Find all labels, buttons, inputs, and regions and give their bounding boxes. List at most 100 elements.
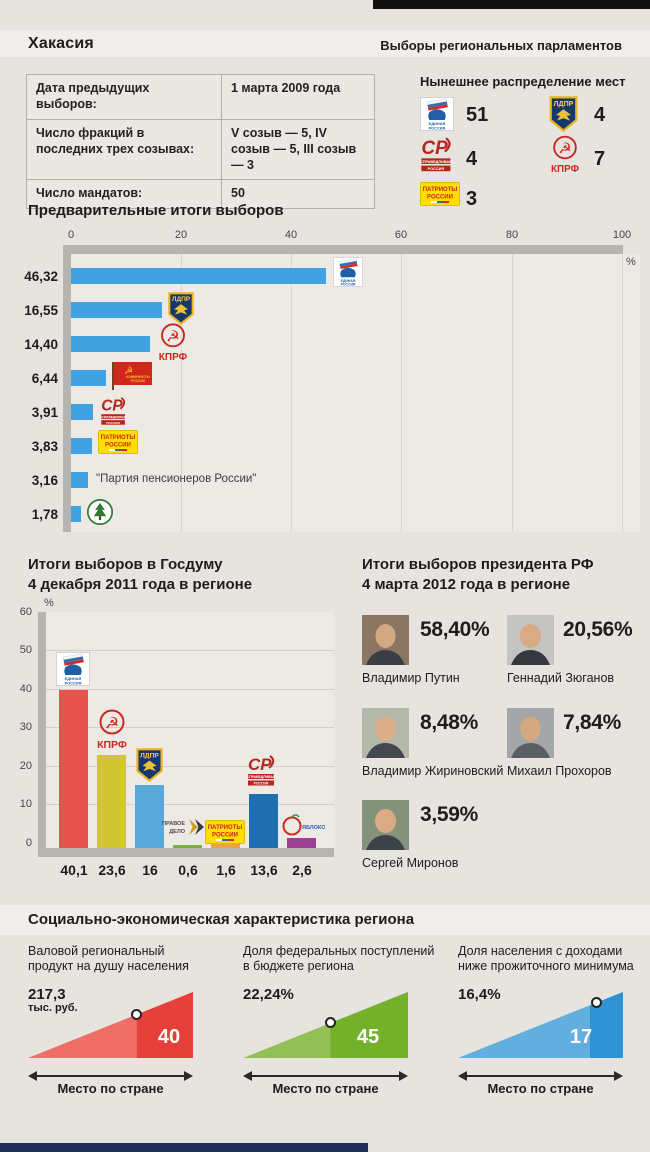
svg-text:ЕДИНАЯ: ЕДИНАЯ <box>429 121 446 126</box>
y-tick: 0 <box>25 837 32 849</box>
svg-text:СР: СР <box>248 755 272 774</box>
rank-axis-label: Место по стране <box>57 1081 164 1096</box>
svg-text:ДЕЛО: ДЕЛО <box>169 829 185 835</box>
candidate-pct: 8,48% <box>420 711 479 734</box>
arrow-left-icon <box>243 1071 252 1081</box>
caption-line: Доля федеральных поступлений <box>243 944 435 958</box>
seat-count-ldpr: 4 <box>594 104 606 126</box>
column-pravoe-delo <box>173 845 202 848</box>
caption-line: ниже прожиточного минимума <box>458 959 634 973</box>
column-value: 1,6 <box>216 862 236 878</box>
column-value: 13,6 <box>250 862 278 878</box>
chevron-icon <box>189 819 198 835</box>
bottom-rule <box>0 1143 368 1152</box>
ldpr-logo-icon: ЛДПР <box>168 292 194 325</box>
rank-triangle-grp: 40 <box>28 992 193 1058</box>
table-row: Число фракций в последних трех созывах: … <box>26 118 375 181</box>
x-tick: 40 <box>284 229 298 241</box>
patriots-logo-icon: ПАТРИОТЫ РОССИИ <box>205 820 245 844</box>
gridline <box>46 650 334 651</box>
candidate-name: Михаил Прохоров <box>507 764 612 778</box>
arrow-right-icon <box>184 1071 193 1081</box>
rank-number: 40 <box>157 1026 181 1048</box>
axis-line <box>464 1075 617 1077</box>
column-value: 23,6 <box>98 862 126 878</box>
indicator-caption: Доля населения с доходами ниже прожиточн… <box>458 944 650 974</box>
top-rule <box>373 0 650 9</box>
sr-logo-icon: СР СПРАВЕДЛИВАЯ РОССИЯ <box>420 137 452 172</box>
yabloko-logo-icon: ЯБЛОКО <box>282 814 325 836</box>
ldpr-logo-icon: ЛДПР <box>136 748 163 782</box>
bear-icon <box>428 109 446 120</box>
prelim-unit: % <box>626 256 636 268</box>
gridline <box>46 727 334 728</box>
duma-x-axis <box>38 848 334 857</box>
gridline <box>46 804 334 805</box>
pensioners-party-label: "Партия пенсионеров России" <box>96 473 257 485</box>
kprf-logo-icon: ☭ КПРФ <box>97 709 127 751</box>
bar-er <box>71 268 326 284</box>
axis-line <box>34 1075 187 1077</box>
svg-text:РОССИЯ: РОССИЯ <box>341 283 356 287</box>
sr-logo-icon: СР СПРАВЕДЛИВАЯ РОССИЯ <box>100 397 127 425</box>
column-patriots <box>211 842 240 848</box>
svg-text:РОССИЯ: РОССИЯ <box>106 421 120 425</box>
svg-text:РОССИИ: РОССИИ <box>105 443 131 449</box>
column-ldpr <box>135 785 164 848</box>
arrow-right-icon <box>614 1071 623 1081</box>
row-value: 50 <box>221 179 375 209</box>
page-title: Хакасия <box>28 35 94 52</box>
svg-text:РОССИЯ: РОССИЯ <box>429 125 446 130</box>
svg-text:ЛДПР: ЛДПР <box>140 752 159 759</box>
svg-text:☭: ☭ <box>124 366 133 377</box>
header-band <box>0 30 650 57</box>
bar-value: 14,40 <box>24 337 58 352</box>
svg-text:РОССИЯ: РОССИЯ <box>65 680 82 685</box>
svg-text:СПРАВЕДЛИВАЯ: СПРАВЕДЛИВАЯ <box>420 160 452 164</box>
bar-value: 6,44 <box>31 371 58 386</box>
gridline <box>291 254 292 532</box>
candidate-pct: 20,56% <box>563 618 633 641</box>
svg-text:РОССИИ: РОССИИ <box>131 379 145 383</box>
y-tick: 20 <box>19 760 32 772</box>
seat-count-kprf: 7 <box>594 148 606 170</box>
svg-text:КПРФ: КПРФ <box>159 352 188 363</box>
svg-text:☭: ☭ <box>558 141 572 158</box>
rank-marker-icon <box>131 1009 142 1020</box>
candidate-photo-mironov <box>362 800 409 850</box>
candidate-name: Геннадий Зюганов <box>507 671 615 685</box>
axis-line <box>249 1075 402 1077</box>
bar-value: 46,32 <box>24 269 58 284</box>
bar-value: 3,83 <box>31 439 58 454</box>
row-label: Число мандатов: <box>26 179 222 209</box>
rank-marker-icon <box>591 997 602 1008</box>
table-row: Дата предыдущих выборов: 1 марта 2009 го… <box>26 74 375 120</box>
svg-text:☭: ☭ <box>166 329 180 346</box>
candidate-photo-prokhorov <box>507 708 554 758</box>
bar-value: 3,91 <box>31 405 58 420</box>
seat-count-er: 51 <box>466 104 489 126</box>
column-value: 40,1 <box>60 862 88 878</box>
x-tick: 20 <box>174 229 188 241</box>
kprf-logo-icon: ☭ КПРФ <box>551 135 580 175</box>
region-info-table: Дата предыдущих выборов: 1 марта 2009 го… <box>26 74 375 209</box>
bar-value: 3,16 <box>31 473 58 488</box>
gridline <box>622 254 623 532</box>
united-russia-logo-icon: ЕДИНАЯ РОССИЯ <box>56 652 90 686</box>
gridline <box>181 254 182 532</box>
y-tick: 30 <box>19 721 32 733</box>
svg-text:ПАТРИОТЫ: ПАТРИОТЫ <box>208 825 243 831</box>
rank-axis-label: Место по стране <box>272 1081 379 1096</box>
socio-band <box>0 905 650 935</box>
patriots-logo-icon: ПАТРИОТЫ РОССИИ <box>420 182 460 206</box>
ldpr-logo-icon: ЛДПР <box>549 96 578 132</box>
candidate-name: Сергей Миронов <box>362 856 459 870</box>
candidate-pct: 3,59% <box>420 803 479 826</box>
row-value: 1 марта 2009 года <box>221 74 375 120</box>
row-label: Дата предыдущих выборов: <box>26 74 222 120</box>
candidate-photo-zhirinovsky <box>362 708 409 758</box>
tree-icon <box>93 502 107 517</box>
svg-text:ЯБЛОКО: ЯБЛОКО <box>302 825 325 831</box>
united-russia-logo-icon: ЕДИНАЯ РОССИЯ <box>333 257 363 287</box>
